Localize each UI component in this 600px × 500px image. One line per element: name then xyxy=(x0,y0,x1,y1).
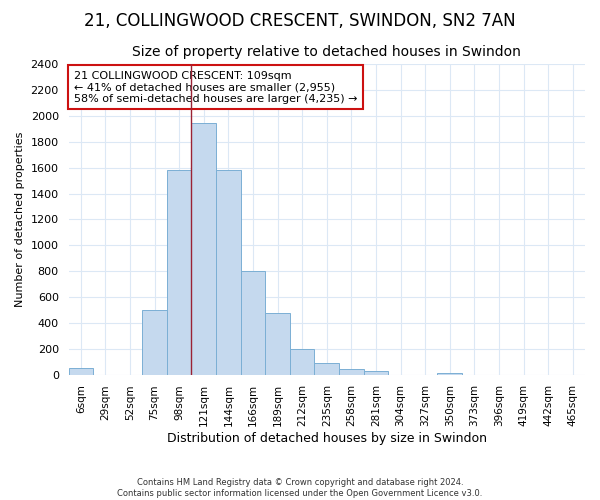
Text: 21, COLLINGWOOD CRESCENT, SWINDON, SN2 7AN: 21, COLLINGWOOD CRESCENT, SWINDON, SN2 7… xyxy=(84,12,516,30)
Bar xyxy=(290,348,314,374)
Bar xyxy=(191,122,216,374)
Bar xyxy=(216,170,241,374)
Bar xyxy=(68,368,93,374)
Bar xyxy=(364,370,388,374)
Title: Size of property relative to detached houses in Swindon: Size of property relative to detached ho… xyxy=(133,45,521,59)
Bar xyxy=(167,170,191,374)
Bar xyxy=(142,310,167,374)
Bar xyxy=(437,372,462,374)
Bar xyxy=(265,312,290,374)
Text: Contains HM Land Registry data © Crown copyright and database right 2024.
Contai: Contains HM Land Registry data © Crown c… xyxy=(118,478,482,498)
X-axis label: Distribution of detached houses by size in Swindon: Distribution of detached houses by size … xyxy=(167,432,487,445)
Bar xyxy=(314,363,339,374)
Y-axis label: Number of detached properties: Number of detached properties xyxy=(15,132,25,307)
Bar xyxy=(339,370,364,374)
Text: 21 COLLINGWOOD CRESCENT: 109sqm
← 41% of detached houses are smaller (2,955)
58%: 21 COLLINGWOOD CRESCENT: 109sqm ← 41% of… xyxy=(74,70,357,104)
Bar xyxy=(241,271,265,374)
